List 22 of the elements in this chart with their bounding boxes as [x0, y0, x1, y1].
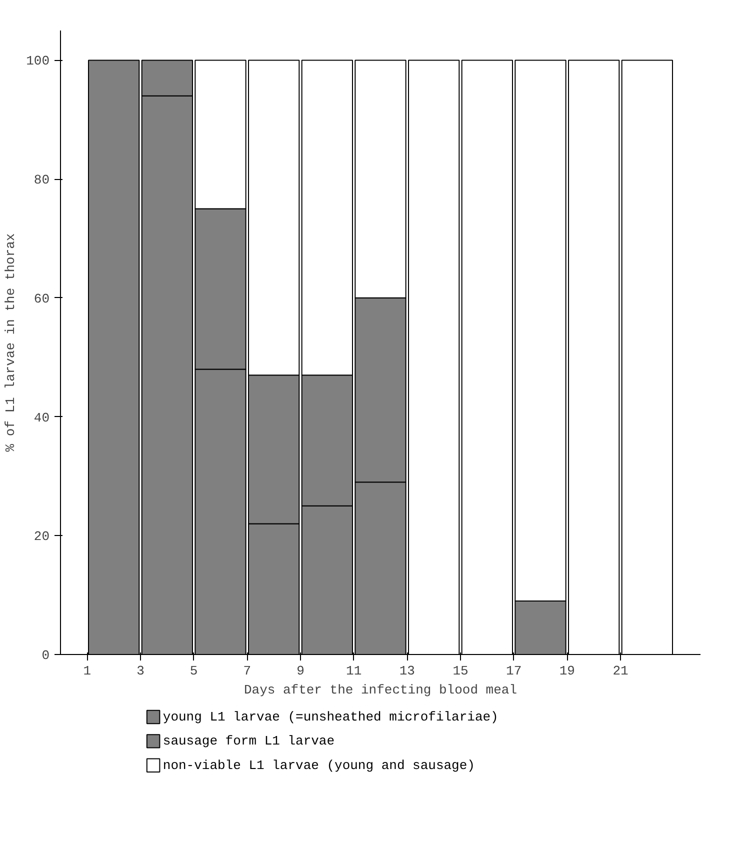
x-tick-label: 19: [559, 664, 575, 678]
x-tick-label: 13: [399, 664, 415, 678]
y-tick-label: 0: [42, 648, 50, 663]
x-tick-label: 21: [612, 664, 628, 678]
x-tick-label: 7: [243, 664, 252, 678]
legend-label: young L1 larvae (=unsheathed microfilariae): [162, 710, 498, 724]
y-axis-title: % of L1 larvae in the thorax: [3, 233, 18, 452]
y-tick-label: 60: [34, 291, 50, 306]
y-tick-label: 40: [34, 410, 50, 426]
x-axis-title: Days after the infecting blood meal: [244, 682, 518, 698]
y-tick-label: 100: [26, 54, 50, 69]
legend-label: non-viable L1 larvae (young and sausage): [162, 758, 475, 773]
x-tick-label: 15: [452, 664, 468, 678]
x-tick-label: 9: [296, 664, 304, 678]
y-tick-label: 20: [34, 529, 50, 544]
x-tick-label: 1: [83, 664, 92, 678]
y-tick-label: 80: [34, 172, 50, 188]
x-tick-label: 11: [346, 664, 362, 678]
x-tick-label: 17: [506, 664, 522, 678]
x-tick-label: 3: [136, 664, 144, 678]
legend-label: sausage form L1 larvae: [162, 734, 335, 749]
x-tick-label: 5: [190, 664, 198, 678]
